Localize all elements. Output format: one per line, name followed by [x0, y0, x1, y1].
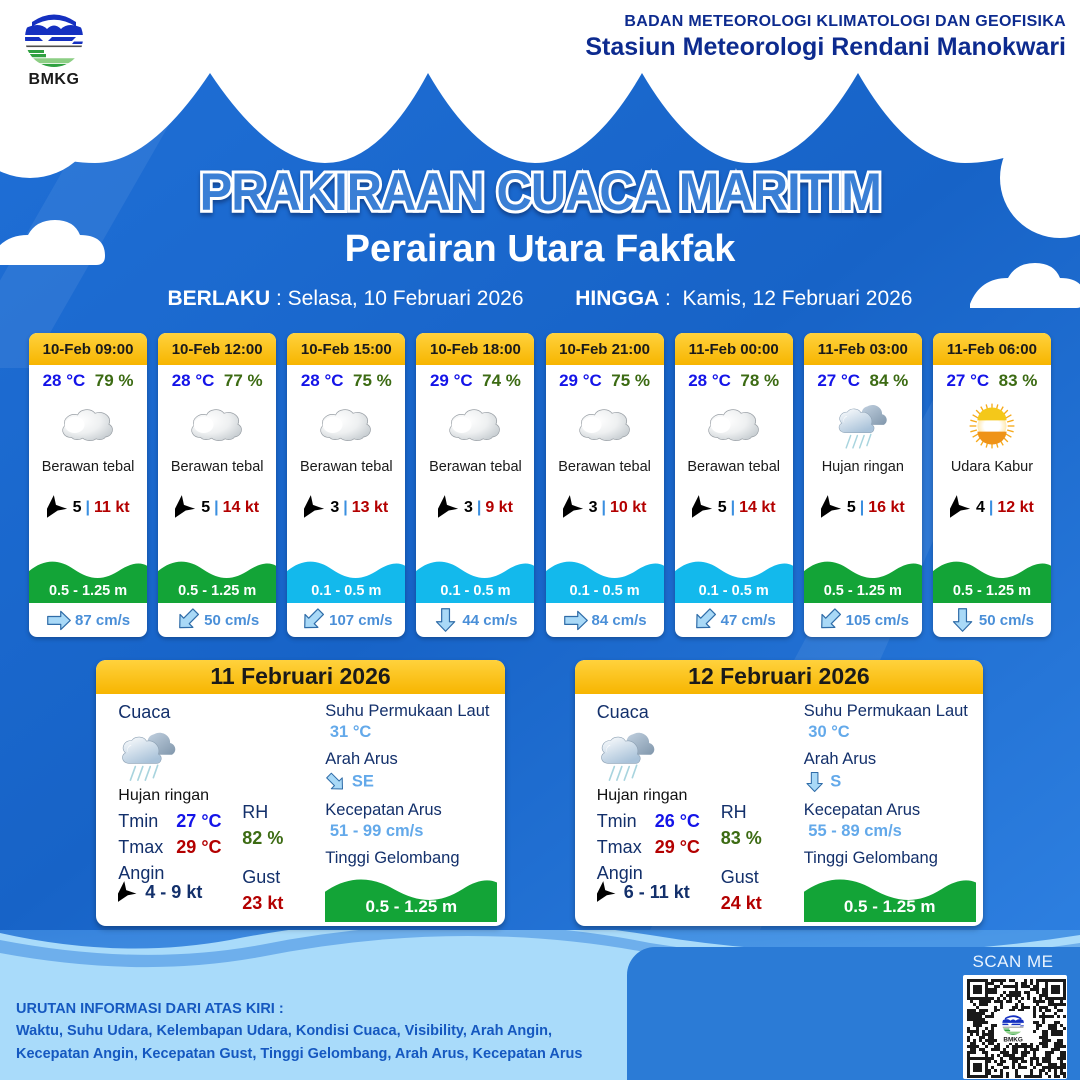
svg-text:BMKG: BMKG [29, 71, 80, 86]
svg-text:BMKG: BMKG [1003, 1036, 1022, 1042]
